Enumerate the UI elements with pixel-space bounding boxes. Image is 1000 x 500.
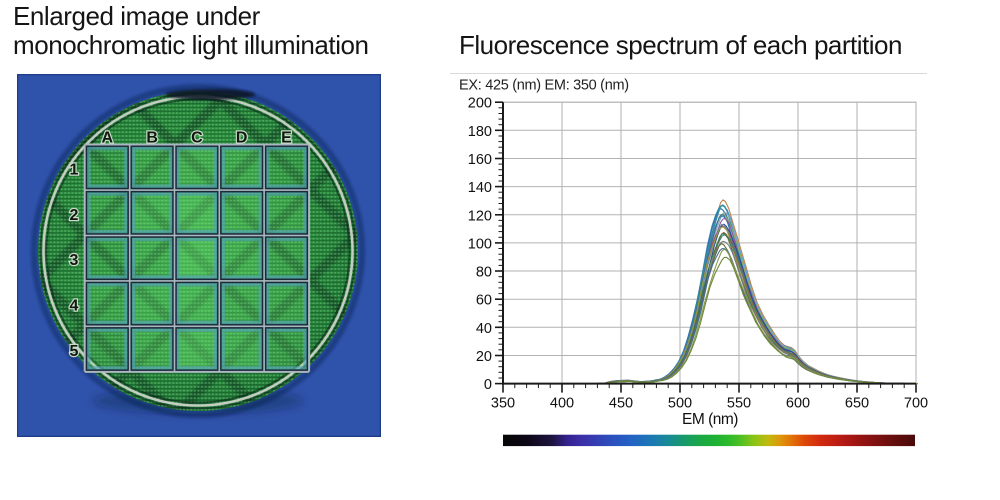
svg-text:60: 60 <box>476 293 492 309</box>
svg-text:140: 140 <box>468 180 492 196</box>
svg-text:80: 80 <box>476 265 492 281</box>
svg-text:400: 400 <box>550 396 574 412</box>
svg-text:1: 1 <box>70 161 79 178</box>
svg-text:650: 650 <box>845 396 869 412</box>
svg-text:D: D <box>236 130 248 147</box>
svg-text:2: 2 <box>70 207 79 224</box>
svg-text:20: 20 <box>476 349 492 365</box>
svg-text:40: 40 <box>476 321 492 337</box>
svg-text:200: 200 <box>468 96 492 112</box>
svg-text:4: 4 <box>70 298 79 315</box>
svg-text:EM (nm): EM (nm) <box>682 411 738 428</box>
svg-text:700: 700 <box>904 396 928 412</box>
svg-text:0: 0 <box>484 377 492 393</box>
svg-text:B: B <box>146 130 158 147</box>
svg-text:120: 120 <box>468 208 492 224</box>
svg-text:C: C <box>191 130 203 147</box>
svg-text:EX: 425 (nm) EM: 350 (nm): EX: 425 (nm) EM: 350 (nm) <box>459 78 629 94</box>
svg-text:600: 600 <box>786 396 810 412</box>
svg-text:180: 180 <box>468 124 492 140</box>
svg-text:160: 160 <box>468 152 492 168</box>
svg-text:100: 100 <box>468 236 492 252</box>
svg-text:5: 5 <box>70 343 79 360</box>
svg-text:550: 550 <box>727 396 751 412</box>
svg-text:A: A <box>102 130 114 147</box>
svg-text:3: 3 <box>70 252 79 269</box>
svg-text:500: 500 <box>668 396 692 412</box>
svg-text:E: E <box>281 130 292 147</box>
svg-text:350: 350 <box>491 396 515 412</box>
svg-text:450: 450 <box>609 396 633 412</box>
